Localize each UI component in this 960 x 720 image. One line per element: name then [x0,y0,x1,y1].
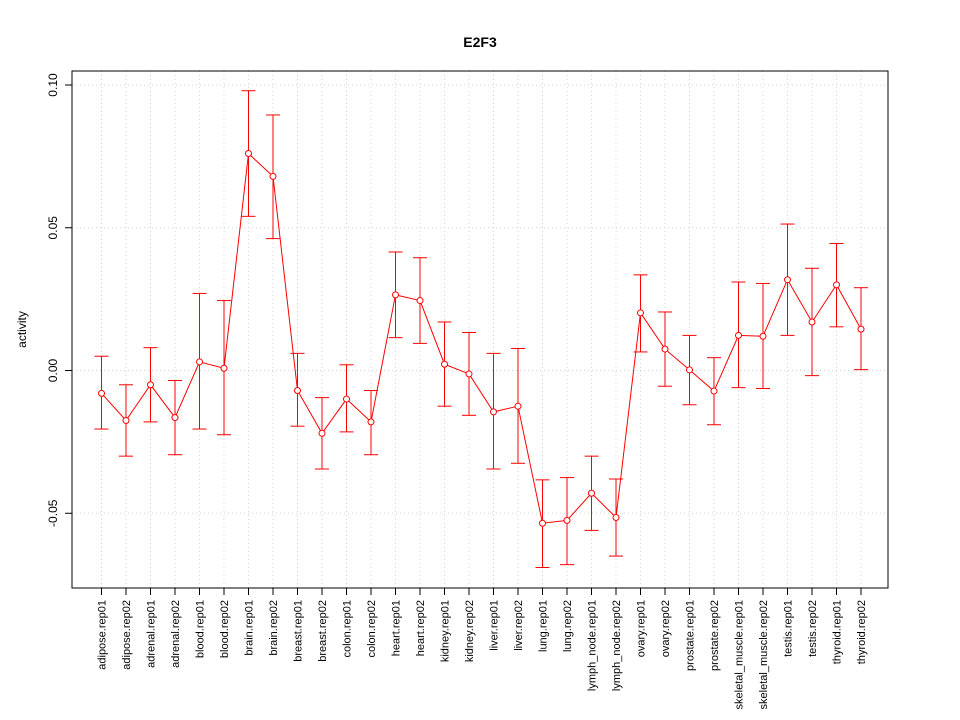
data-point [294,386,301,394]
data-point [367,418,375,426]
x-tick-label: adipose.rep01 [97,600,109,670]
data-point [661,345,669,353]
data-point [563,516,571,524]
x-axis: adipose.rep01 adipose.rep02 adrenal.rep01 a… [97,587,868,709]
x-tick-label: thyroid.rep01 [832,600,844,664]
x-tick-label: adrenal.rep01 [146,600,158,668]
x-tick-label: liver.rep01 [489,600,501,651]
x-tick-label: adrenal.rep02 [170,600,182,668]
data-point [833,281,840,289]
data-point [441,360,448,368]
x-tick-label: heart.rep02 [415,600,427,656]
data-point [122,416,130,424]
data-point [588,489,595,497]
x-tick-label: lung.rep01 [538,600,550,652]
errorbar-layer [94,90,868,568]
x-tick-label: lymph_node.rep01 [587,600,599,691]
data-point [539,519,546,527]
line-layer [101,152,862,524]
x-tick-label: kidney.rep01 [440,600,452,662]
series-line [101,152,862,524]
y-tick-label: 0.05 [46,216,60,240]
data-point [392,291,399,299]
chart-title: E2F3 [463,34,497,50]
data-point [416,297,424,305]
x-tick-label: prostate.rep01 [685,600,697,671]
data-point [465,370,473,378]
data-point [784,276,791,284]
data-point [710,387,718,395]
x-tick-label: colon.rep02 [366,600,378,658]
x-tick-label: heart.rep01 [391,600,403,656]
x-tick-label: thyroid.rep02 [856,600,868,664]
x-tick-label: lymph_node.rep02 [611,600,623,691]
x-tick-label: breast.rep02 [317,600,329,662]
data-point [637,309,644,317]
data-point [857,325,865,333]
data-point [98,389,105,397]
x-tick-label: liver.rep02 [513,600,525,651]
data-point [171,414,179,422]
data-point [220,364,228,372]
data-point [808,318,816,326]
y-axis-label: activity [15,311,29,348]
x-tick-label: testis.rep01 [783,600,795,657]
data-point [196,358,203,366]
x-tick-label: breast.rep01 [293,600,305,662]
data-point [514,402,522,410]
data-point [147,381,154,389]
x-tick-label: skeletal_muscle.rep02 [758,600,770,709]
data-point [612,514,620,522]
x-tick-label: testis.rep02 [807,600,819,657]
x-tick-label: ovary.rep01 [636,600,648,657]
x-tick-label: colon.rep01 [342,600,354,658]
y-axis: -0.05 0.00 0.05 0.10 [46,73,73,527]
x-tick-label: blood.rep02 [219,600,231,658]
grid-layer [72,71,888,588]
x-tick-label: blood.rep01 [195,600,207,658]
y-tick-label: -0.05 [46,499,60,527]
x-tick-label: skeletal_muscle.rep01 [734,600,746,709]
data-point [759,332,767,340]
x-tick-label: brain.rep01 [244,600,256,656]
data-point [318,429,326,437]
x-tick-label: adipose.rep02 [121,600,133,670]
data-point [269,172,277,180]
x-tick-label: brain.rep02 [268,600,280,656]
data-point [735,331,742,339]
y-tick-label: 0.10 [46,73,60,97]
x-tick-label: kidney.rep02 [464,600,476,662]
data-point [490,408,497,416]
data-point [343,395,350,403]
x-tick-label: ovary.rep02 [660,600,672,657]
data-point [686,366,693,374]
y-tick-label: 0.00 [46,358,60,382]
data-point [245,150,252,158]
x-tick-label: prostate.rep02 [709,600,721,671]
point-layer [98,150,865,527]
x-tick-label: lung.rep02 [562,600,574,652]
